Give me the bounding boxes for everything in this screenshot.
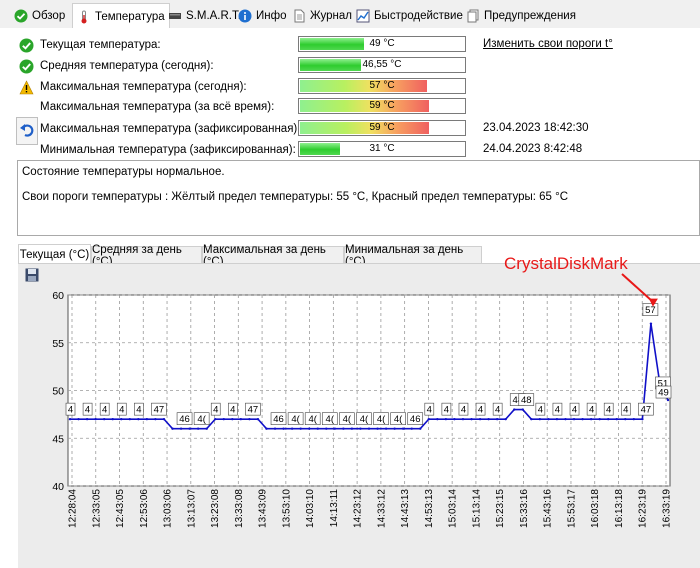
tab-temperature[interactable]: Температура — [72, 3, 170, 29]
temp-row-current: Текущая температура: — [18, 36, 161, 54]
temp-bar: 59 °C — [298, 98, 466, 114]
temp-row-min-recorded: Минимальная температура (зафиксированная… — [18, 141, 296, 159]
tab-label: S.M.A.R.T. — [186, 10, 241, 22]
temp-label: Максимальная температура (зафиксированна… — [40, 123, 301, 135]
info-icon — [238, 9, 252, 23]
temp-bar-fill — [300, 100, 430, 112]
tab-journal[interactable]: Журнал — [288, 5, 356, 27]
thermometer-icon — [77, 10, 91, 24]
tab-smart[interactable]: S.M.A.R.T. — [164, 5, 245, 27]
tab-label: Журнал — [310, 10, 352, 22]
reset-recorded-button[interactable] — [16, 117, 38, 145]
temp-bar: 31 °C — [298, 141, 466, 157]
temp-bar-fill — [300, 143, 340, 155]
temp-label: Текущая температура: — [40, 39, 161, 51]
tab-label: Обзор — [32, 10, 66, 22]
check-circle-icon — [14, 9, 28, 23]
temp-bar-fill — [300, 38, 365, 50]
annotation-label: CrystalDiskMark — [504, 254, 628, 273]
tab-overview[interactable]: Обзор — [10, 5, 69, 27]
chart-tab-label: Текущая (°C) — [19, 248, 90, 261]
temp-value: 57 °C — [369, 80, 395, 91]
tab-info[interactable]: Инфо — [234, 5, 290, 27]
temp-bar: 49 °C — [298, 36, 466, 52]
tab-label: Температура — [95, 10, 165, 23]
temp-label: Минимальная температура (зафиксированная… — [40, 144, 296, 156]
undo-arrow-icon — [19, 122, 35, 141]
tab-label: Инфо — [256, 10, 287, 22]
state-line: Состояние температуры нормальное. — [22, 166, 225, 178]
temp-bar: 46,55 °C — [298, 57, 466, 73]
temp-label: Максимальная температура (сегодня): — [40, 81, 247, 93]
ok-check-icon — [18, 58, 34, 74]
temp-row-max-recorded: Максимальная температура (зафиксированна… — [18, 120, 300, 138]
chart-panel — [18, 263, 700, 568]
document-icon — [292, 9, 306, 23]
drive-icon — [168, 9, 182, 23]
temp-bar-fill — [300, 59, 362, 71]
temp-bar: 57 °C — [298, 78, 466, 94]
temp-bar: 59 °C — [298, 120, 466, 136]
tab-performance[interactable]: Быстродействие — [352, 5, 467, 27]
ok-check-icon — [18, 37, 34, 53]
max-recorded-date: 23.04.2023 18:42:30 — [483, 122, 589, 134]
tab-label: Предупреждения — [484, 10, 576, 22]
min-recorded-date: 24.04.2023 8:42:48 — [483, 143, 583, 155]
tab-warnings[interactable]: Предупреждения — [462, 5, 580, 27]
save-chart-button[interactable] — [25, 268, 39, 282]
warning-icon — [18, 79, 34, 95]
temp-value: 31 °C — [369, 143, 395, 154]
temp-label: Максимальная температура (за всё время): — [40, 101, 275, 113]
chart-tab-current[interactable]: Текущая (°C) — [18, 244, 91, 264]
temp-value: 46,55 °C — [362, 59, 402, 70]
change-thresholds-link[interactable]: Изменить свои пороги t° — [483, 38, 613, 50]
temperature-state-textbox[interactable]: Состояние температуры нормальное. Свои п… — [17, 160, 700, 236]
chart-icon — [356, 9, 370, 23]
thresholds-line: Свои пороги температуры : Жёлтый предел … — [22, 191, 569, 203]
temp-value: 49 °C — [369, 38, 395, 49]
pages-icon — [466, 9, 480, 23]
temp-bar-fill — [300, 122, 430, 134]
tab-label: Быстродействие — [374, 10, 463, 22]
temp-row-average: Средняя температура (сегодня): — [18, 57, 214, 75]
temp-label: Средняя температура (сегодня): — [40, 60, 214, 72]
main-tab-bar: Обзор Температура S.M.A.R.T. Инфо Журнал… — [0, 0, 700, 29]
temp-value: 59 °C — [369, 122, 395, 133]
temp-row-max-today: Максимальная температура (сегодня): — [18, 78, 247, 96]
floppy-disk-icon — [25, 268, 39, 285]
chart-tab-daily-average[interactable]: Средняя за день (°C) — [91, 244, 202, 268]
chart-tab-daily-max[interactable]: Максимальная за день (°C) — [202, 244, 344, 268]
temp-value: 59 °C — [369, 100, 395, 111]
chart-tab-daily-min[interactable]: Минимальная за день (°C) — [344, 244, 482, 268]
temp-row-max-alltime: Максимальная температура (за всё время): — [18, 98, 274, 116]
temp-bar-fill — [300, 80, 428, 92]
